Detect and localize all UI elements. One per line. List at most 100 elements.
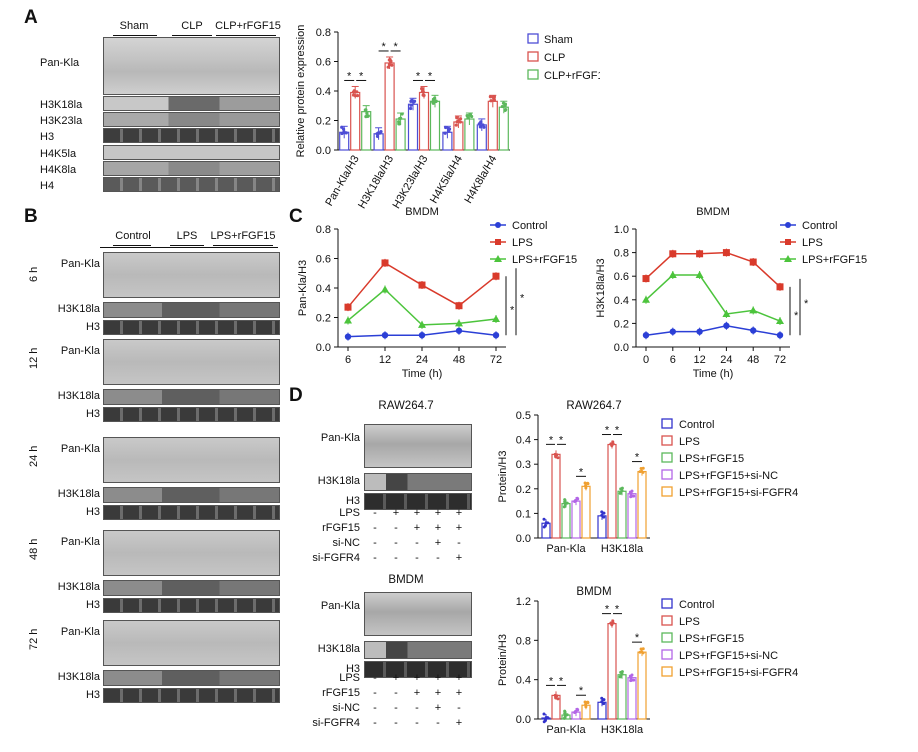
data-point [638, 470, 642, 474]
timepoint-label: 12 h [28, 347, 40, 369]
treatment-sign: - [415, 717, 419, 729]
data-point [641, 647, 645, 651]
data-point [381, 259, 389, 267]
legend-label: LPS+rFGF15 [679, 453, 744, 465]
data-point [641, 466, 645, 470]
data-point [630, 673, 634, 677]
blot-band [364, 592, 472, 636]
data-point [776, 332, 784, 339]
row-label: H3 [85, 599, 100, 611]
blot-band [364, 424, 472, 468]
treatment-sign: - [373, 702, 377, 714]
data-point [584, 486, 588, 490]
blot-title-raw264: RAW264.7 [378, 400, 434, 412]
data-point [355, 90, 359, 94]
legend-marker [494, 255, 502, 262]
legend-swatch [661, 632, 673, 643]
bar [581, 485, 591, 539]
treatment-sign: + [455, 672, 463, 684]
data-point [629, 676, 633, 680]
treatment-sign: - [436, 552, 440, 564]
data-point [455, 302, 463, 310]
data-point [420, 89, 425, 94]
blot-band [103, 320, 280, 335]
data-point [584, 702, 588, 706]
treatment-label: si-FGFR4 [312, 717, 360, 729]
data-point [458, 117, 463, 121]
y-axis-label: H3K18la/H3 [595, 258, 607, 317]
sig-star: * [428, 70, 433, 82]
treatment-sign: - [415, 702, 419, 714]
legend-label: LPS [802, 237, 823, 249]
data-point [602, 515, 606, 519]
x-tick-label: 24 [720, 354, 732, 366]
treatment-sign: - [394, 522, 398, 534]
legend-label: LPS+rFGF15 [512, 254, 577, 266]
data-point [482, 125, 486, 129]
blot-band [364, 473, 472, 491]
data-point [584, 484, 588, 488]
treatment-label: LPS [339, 507, 360, 519]
y-tick-label: 0.4 [316, 283, 331, 295]
blot-title-bmdm: BMDM [388, 574, 424, 586]
data-point [565, 501, 569, 505]
x-tick-label: Pan-Kla [546, 724, 586, 736]
row-label: H3K18la [57, 390, 100, 402]
y-tick-label: 0.2 [516, 484, 531, 496]
data-point [355, 94, 360, 98]
x-axis-label: Time (h) [402, 368, 443, 380]
blot-band [103, 252, 280, 298]
panel-d-charts: RAW264.7 0.0 0.1 0.2 0.3 0.4 0.5 Protein/H3 Pan-… [497, 400, 798, 736]
y-tick-label: 0.3 [516, 459, 531, 471]
bar-clp+rfgf15 [498, 106, 509, 151]
chart-title: BMDM [696, 206, 730, 218]
row-label: H3K18la [57, 303, 100, 315]
treatment-sign: - [373, 672, 377, 684]
data-point [668, 271, 677, 279]
y-tick-label: 0.6 [316, 57, 331, 69]
bar [637, 470, 647, 539]
treatment-sign: + [413, 687, 421, 699]
legend-swatch [527, 51, 539, 62]
data-point [479, 121, 483, 125]
legend-marker [785, 239, 791, 245]
y-tick-label: 1.2 [516, 596, 531, 608]
legend-label: LPS [512, 237, 533, 249]
treatment-sign: + [434, 687, 442, 699]
data-point [642, 275, 650, 283]
row-label-h3k23la: H3K23la [40, 115, 83, 127]
treatment-sign: - [457, 537, 461, 549]
treatment-sign: - [394, 552, 398, 564]
legend-label: Control [679, 599, 714, 611]
data-point [542, 517, 546, 521]
y-tick-label: 0.0 [614, 342, 629, 354]
group-label-control: Control [115, 230, 151, 242]
bar-sham [407, 103, 419, 151]
data-point [420, 87, 424, 91]
x-tick-label: 48 [747, 354, 759, 366]
row-label-h4: H4 [40, 180, 55, 192]
blot-a-h4k5la [103, 145, 280, 160]
data-point [364, 115, 368, 119]
data-point [641, 470, 645, 474]
data-point [381, 285, 389, 293]
blot-a-h4k8la [103, 161, 280, 176]
row-label: Pan-Kla [60, 345, 100, 357]
bar [607, 443, 617, 539]
treatment-sign: - [457, 702, 461, 714]
sig-star: * [605, 425, 610, 437]
x-tick-label: 48 [453, 354, 465, 366]
y-tick-label: 0.2 [316, 116, 331, 128]
data-point [723, 322, 730, 329]
data-point [565, 713, 569, 717]
bar [617, 674, 627, 720]
legend-label: LPS [679, 616, 700, 628]
data-point [638, 650, 642, 654]
sig-star: * [381, 41, 386, 53]
sig-star: * [520, 293, 525, 305]
data-point [375, 134, 380, 138]
blot-a-h3 [103, 128, 280, 143]
x-tick-label: H3K23la/H3 [391, 154, 431, 211]
data-point [431, 100, 435, 104]
data-point [418, 332, 426, 339]
